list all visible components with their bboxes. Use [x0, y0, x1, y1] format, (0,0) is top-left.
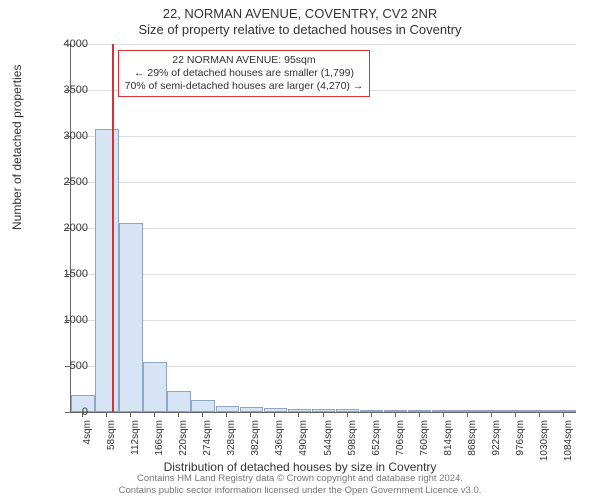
chart-container: { "title_line1": "22, NORMAN AVENUE, COV…	[0, 0, 600, 500]
histogram-bar	[191, 400, 215, 412]
chart-subtitle: Size of property relative to detached ho…	[0, 22, 600, 37]
y-tick: 1500	[38, 268, 88, 280]
histogram-bar	[143, 362, 167, 412]
y-tick: 3000	[38, 130, 88, 142]
histogram-bar	[264, 408, 288, 412]
x-axis-label: Distribution of detached houses by size …	[0, 460, 600, 474]
histogram-bar	[240, 407, 264, 412]
histogram-bar	[552, 410, 576, 412]
y-tick: 500	[38, 360, 88, 372]
histogram-bar	[504, 410, 528, 412]
anno-line3: 70% of semi-detached houses are larger (…	[125, 80, 364, 93]
anno-line1: 22 NORMAN AVENUE: 95sqm	[125, 54, 364, 67]
histogram-bar	[456, 410, 480, 412]
y-tick: 3500	[38, 84, 88, 96]
histogram-bar	[216, 406, 240, 412]
histogram-bar	[288, 409, 312, 412]
histogram-bar	[432, 410, 456, 412]
property-marker-line	[112, 44, 114, 412]
y-axis-label: Number of detached properties	[10, 65, 24, 230]
y-tick: 2500	[38, 176, 88, 188]
y-tick: 1000	[38, 314, 88, 326]
histogram-bar	[167, 391, 191, 412]
histogram-bar	[384, 410, 408, 412]
plot-area: 22 NORMAN AVENUE: 95sqm← 29% of detached…	[70, 44, 576, 413]
histogram-bar	[480, 410, 504, 412]
chart-title-line1: 22, NORMAN AVENUE, COVENTRY, CV2 2NR	[0, 6, 600, 21]
y-tick: 2000	[38, 222, 88, 234]
chart-footer: Contains HM Land Registry data © Crown c…	[0, 473, 600, 497]
y-tick: 0	[38, 406, 88, 418]
histogram-bar	[95, 129, 119, 412]
anno-line2: ← 29% of detached houses are smaller (1,…	[125, 67, 364, 80]
footer-line1: Contains HM Land Registry data © Crown c…	[0, 473, 600, 485]
footer-line2: Contains public sector information licen…	[0, 485, 600, 497]
y-tick: 4000	[38, 38, 88, 50]
annotation-box: 22 NORMAN AVENUE: 95sqm← 29% of detached…	[118, 50, 371, 97]
histogram-bar	[408, 410, 432, 412]
histogram-bar	[528, 410, 552, 412]
histogram-bar	[119, 223, 143, 412]
